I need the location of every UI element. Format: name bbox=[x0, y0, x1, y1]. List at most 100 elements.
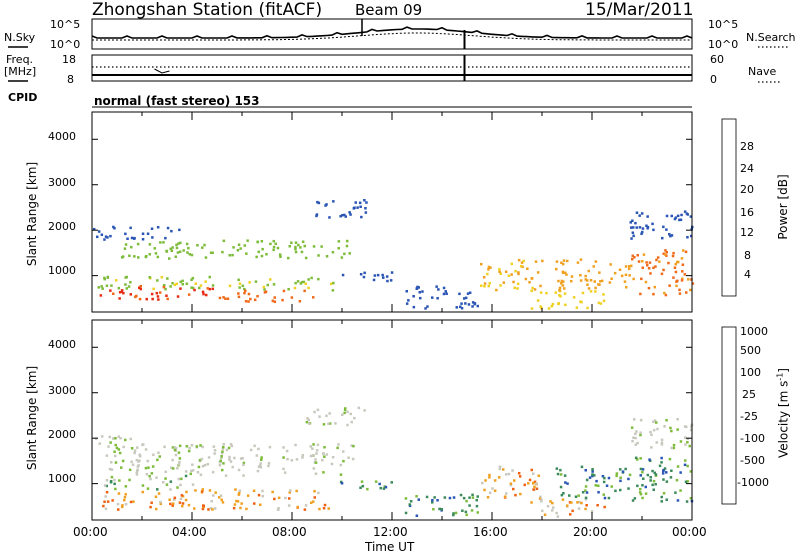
velocity-cell bbox=[408, 503, 411, 506]
velocity-cell bbox=[105, 491, 109, 494]
velocity-cell bbox=[584, 489, 587, 492]
power-cell bbox=[466, 292, 470, 295]
power-cell bbox=[598, 283, 601, 286]
power-cell bbox=[598, 271, 601, 274]
velocity-cell bbox=[676, 499, 680, 502]
velocity-cell bbox=[197, 465, 201, 469]
power-cell bbox=[667, 261, 670, 265]
power-cell bbox=[547, 307, 551, 310]
velocity-cell bbox=[158, 455, 161, 458]
power-cell bbox=[471, 301, 475, 304]
power-cell bbox=[137, 256, 140, 259]
velocity-cell bbox=[222, 445, 225, 449]
velocity-cell bbox=[195, 445, 199, 448]
power-cell bbox=[647, 267, 651, 270]
velocity-cell bbox=[181, 502, 185, 505]
velocity-cell bbox=[654, 473, 658, 476]
velocity-cell bbox=[675, 478, 679, 482]
power-ytick-3000: 3000 bbox=[48, 176, 76, 189]
nsky-label: N.Sky bbox=[4, 31, 36, 44]
power-cell bbox=[145, 255, 148, 258]
power-cell bbox=[516, 287, 519, 290]
velocity-cell bbox=[295, 458, 299, 461]
velocity-cell bbox=[663, 425, 666, 428]
power-cell bbox=[382, 276, 385, 279]
velocity-cell bbox=[513, 479, 516, 482]
velocity-cell bbox=[676, 428, 679, 431]
power-cell bbox=[464, 302, 467, 305]
power-cell bbox=[575, 306, 579, 309]
velocity-cell bbox=[665, 480, 669, 483]
xtick-6: 00:00 bbox=[672, 525, 707, 539]
power-cell bbox=[148, 276, 151, 279]
velocity-cell bbox=[660, 456, 663, 460]
power-cell bbox=[681, 263, 685, 266]
velocity-cell bbox=[543, 513, 547, 516]
power-cell bbox=[201, 290, 205, 294]
power-cell bbox=[304, 282, 307, 285]
velocity-cell bbox=[653, 419, 657, 422]
velocity-cell bbox=[498, 465, 502, 468]
velocity-cell bbox=[180, 494, 184, 497]
velocity-cell bbox=[551, 509, 554, 512]
power-cell bbox=[520, 264, 523, 268]
power-cell bbox=[315, 213, 319, 216]
velocity-cell bbox=[652, 420, 655, 423]
power-cell bbox=[690, 278, 693, 281]
velocity-cell bbox=[602, 493, 605, 496]
power-cell bbox=[261, 247, 264, 251]
power-cell bbox=[253, 298, 257, 302]
power-cell bbox=[561, 262, 565, 266]
velocity-cell bbox=[684, 459, 687, 462]
power-cell bbox=[610, 277, 613, 280]
velocity-cell bbox=[290, 459, 294, 462]
velocity-cell bbox=[566, 482, 569, 485]
velocity-cell bbox=[679, 440, 683, 443]
power-cell bbox=[645, 261, 648, 264]
freq-label: Freq. bbox=[6, 53, 34, 66]
velocity-cell bbox=[571, 509, 574, 513]
power-cell bbox=[586, 306, 589, 310]
velocity-cell bbox=[286, 457, 289, 461]
power-cell bbox=[110, 284, 113, 287]
power-cell bbox=[278, 253, 282, 256]
power-cell bbox=[539, 305, 542, 308]
velocity-cell bbox=[552, 506, 555, 509]
power-cell bbox=[579, 274, 582, 277]
power-cell bbox=[238, 286, 241, 289]
power-cell bbox=[555, 267, 558, 271]
velocity-cell bbox=[668, 457, 672, 461]
velocity-cell bbox=[190, 469, 193, 473]
power-cell bbox=[691, 282, 695, 285]
power-cell bbox=[211, 287, 214, 291]
velocity-cell bbox=[523, 483, 526, 487]
velocity-cell bbox=[488, 473, 491, 477]
velocity-cell bbox=[154, 495, 158, 498]
velocity-cell bbox=[555, 511, 558, 515]
power-cell bbox=[148, 253, 151, 256]
velocity-cell bbox=[601, 475, 605, 478]
velocity-cell bbox=[556, 472, 560, 476]
power-cell bbox=[191, 276, 195, 280]
velocity-cell bbox=[652, 479, 656, 483]
velocity-cell bbox=[596, 504, 599, 507]
power-cell bbox=[431, 296, 434, 299]
velocity-cell bbox=[532, 482, 535, 485]
velocity-cell bbox=[122, 445, 125, 449]
power-cell bbox=[356, 206, 359, 209]
power-cell bbox=[609, 263, 612, 266]
power-cell bbox=[444, 290, 447, 293]
power-cell bbox=[587, 287, 591, 290]
power-cell bbox=[670, 214, 673, 218]
power-cell bbox=[237, 243, 241, 246]
power-cell bbox=[526, 267, 529, 270]
power-cell bbox=[624, 273, 628, 277]
velocity-cell bbox=[607, 476, 611, 480]
power-cell bbox=[551, 302, 555, 306]
power-cell bbox=[160, 276, 164, 279]
power-cell bbox=[190, 253, 194, 257]
power-cell bbox=[362, 275, 366, 279]
cpid-value: normal (fast stereo) 153 bbox=[94, 94, 260, 108]
velocity-cell bbox=[114, 443, 117, 447]
power-cell bbox=[263, 291, 267, 294]
